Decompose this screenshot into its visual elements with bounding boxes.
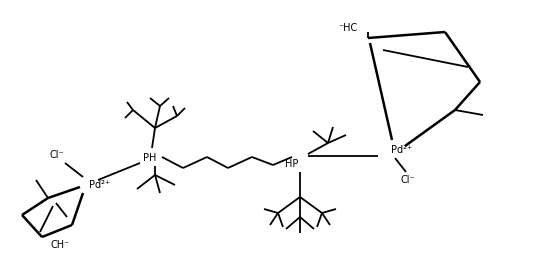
Text: ⁻HC: ⁻HC xyxy=(338,23,358,33)
Text: PH: PH xyxy=(143,153,157,163)
Text: Cl⁻: Cl⁻ xyxy=(50,150,64,160)
Text: CH⁻: CH⁻ xyxy=(50,240,70,250)
Text: Pd²⁺: Pd²⁺ xyxy=(89,180,110,190)
Text: HP: HP xyxy=(285,159,298,169)
Text: Pd²⁺: Pd²⁺ xyxy=(391,145,412,155)
Text: Cl⁻: Cl⁻ xyxy=(400,175,416,185)
